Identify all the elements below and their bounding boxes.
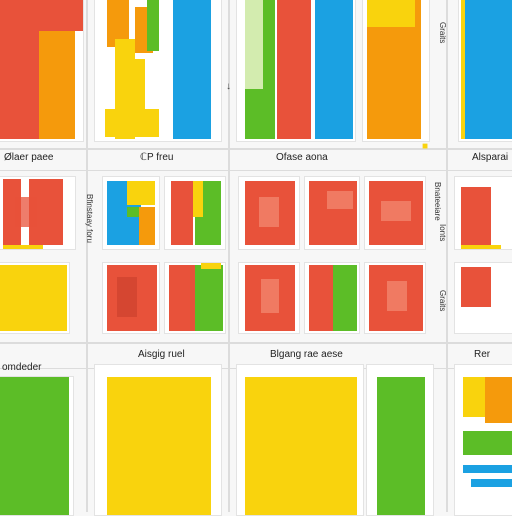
green-block xyxy=(127,207,139,217)
orange-block xyxy=(39,29,75,139)
yellow-block xyxy=(193,181,203,217)
red-block xyxy=(327,191,353,209)
panel-top-4 xyxy=(362,0,430,142)
side-label-mid-left: Bfinstaay foru xyxy=(85,194,94,243)
grid-line xyxy=(0,342,512,344)
green-block xyxy=(377,377,425,515)
green-block xyxy=(147,0,159,51)
grid-line xyxy=(228,0,230,512)
panel-top-2 xyxy=(94,0,222,142)
small-yellow-sprite-icon: ■ xyxy=(422,141,429,152)
panel-mid-3b xyxy=(164,262,226,334)
red-block xyxy=(15,197,37,227)
panel-bot-1 xyxy=(0,376,74,516)
section-label: omdeder xyxy=(2,362,42,373)
yellow-block xyxy=(129,59,145,115)
green-block xyxy=(333,265,357,331)
blue-block xyxy=(463,465,512,473)
panel-mid-4a xyxy=(238,176,300,250)
yellow-block xyxy=(3,245,43,249)
green-block xyxy=(195,265,223,331)
side-label-top-right: Graits xyxy=(438,22,447,44)
side-label-mid-right-a: Bnateeiare xyxy=(433,182,442,221)
red-block xyxy=(261,279,279,313)
grid-line xyxy=(0,148,512,150)
section-label: Blgang rae aese xyxy=(270,349,343,360)
yellow-block xyxy=(201,263,221,269)
red-block xyxy=(277,0,311,139)
blue-block xyxy=(315,0,353,139)
orange-block xyxy=(139,207,155,245)
section-label: Alsparai xyxy=(472,152,509,163)
panel-bot-2 xyxy=(94,364,222,516)
panel-mid-1a xyxy=(0,176,76,250)
panel-mid-5b xyxy=(304,262,360,334)
panel-mid-2b xyxy=(102,262,160,334)
yellow-block xyxy=(127,181,155,205)
red-block xyxy=(117,277,137,317)
panel-top-1 xyxy=(0,0,84,142)
green-block xyxy=(0,377,69,515)
blue-block xyxy=(173,0,211,139)
panel-mid-6b xyxy=(364,262,426,334)
orange-block xyxy=(485,377,512,423)
yellow-block xyxy=(0,265,67,331)
blue-block xyxy=(471,479,512,487)
panel-mid-4b xyxy=(238,262,300,334)
yellow-block xyxy=(367,0,415,27)
yellow-block xyxy=(463,377,485,417)
side-label-mid-right-b: Ionts xyxy=(438,224,447,242)
red-block xyxy=(387,281,407,311)
red-block xyxy=(461,267,491,307)
blue-block xyxy=(465,0,512,139)
red-block xyxy=(461,187,491,245)
panel-mid-6a xyxy=(364,176,426,250)
red-block xyxy=(39,0,83,31)
grid-line xyxy=(0,170,512,171)
red-block xyxy=(169,265,199,331)
orange-block xyxy=(107,0,129,47)
section-label: Ølaer paee xyxy=(4,152,54,163)
green-block xyxy=(263,0,275,99)
panel-bot-5 xyxy=(454,364,512,516)
red-block xyxy=(0,0,39,139)
grid-line xyxy=(446,0,448,512)
yellow-block xyxy=(107,377,211,515)
panel-top-5 xyxy=(458,0,512,142)
panel-bot-4 xyxy=(366,364,434,516)
arrow-icon: ↓ xyxy=(226,81,231,92)
red-block xyxy=(309,265,335,331)
section-label: Rer xyxy=(474,349,491,360)
yellow-block xyxy=(461,0,465,139)
red-block xyxy=(3,179,21,245)
section-label: Aisgig ruel xyxy=(138,349,185,360)
panel-bot-3 xyxy=(236,364,364,516)
yellow-block xyxy=(245,377,357,515)
panel-top-3 xyxy=(236,0,356,142)
red-block xyxy=(171,181,193,245)
panel-mid-5a xyxy=(304,176,360,250)
panel-mid-7a xyxy=(454,176,512,250)
panel-mid-1b xyxy=(0,262,70,334)
side-label-mid-right-c: Graits xyxy=(438,290,447,312)
panel-mid-3a xyxy=(164,176,226,250)
section-label: ℂP freu xyxy=(140,152,174,163)
green-block xyxy=(463,431,512,455)
red-block xyxy=(381,201,411,221)
red-block xyxy=(259,197,279,227)
section-label: Ofase aona xyxy=(276,152,328,163)
panel-mid-7b xyxy=(454,262,512,334)
yellow-block xyxy=(461,245,501,249)
panel-mid-2a xyxy=(102,176,160,250)
grid-line xyxy=(86,0,88,512)
